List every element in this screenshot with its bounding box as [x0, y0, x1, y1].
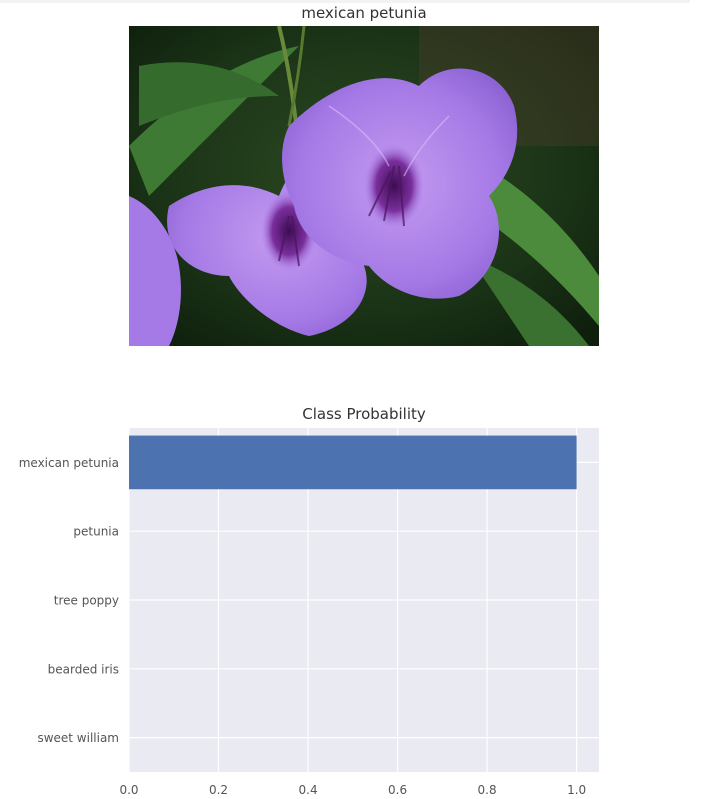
y-tick-label-4: sweet william [37, 731, 119, 745]
y-tick-label-3: bearded iris [48, 662, 119, 676]
x-tick-label-0: 0.0 [119, 783, 138, 797]
x-tick-label-2: 0.4 [299, 783, 318, 797]
plot-area: mexican petunia petunia tree poppy bearded … [19, 428, 599, 797]
x-tick-label-3: 0.6 [388, 783, 407, 797]
y-tick-label-1: petunia [73, 525, 119, 539]
y-tick-label-2: tree poppy [54, 594, 119, 608]
flower-photo [129, 26, 599, 346]
x-tick-label-1: 0.2 [209, 783, 228, 797]
x-tick-label-4: 0.8 [478, 783, 497, 797]
bar-0 [129, 435, 577, 490]
y-tick-label-0: mexican petunia [19, 456, 119, 470]
chart-title: Class Probability [302, 405, 426, 423]
image-title: mexican petunia [301, 4, 427, 22]
flower-photo-drawing [129, 26, 599, 346]
top-rule [0, 0, 690, 3]
x-tick-label-5: 1.0 [567, 783, 586, 797]
